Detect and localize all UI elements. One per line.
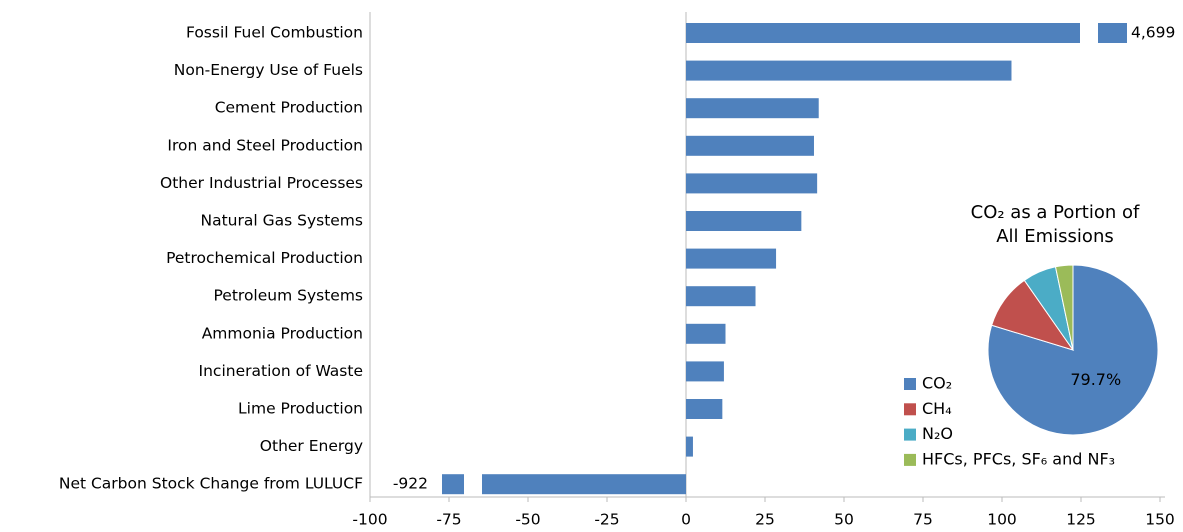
category-label: Cement Production [215,99,363,117]
bar [686,60,1012,81]
category-label: Ammonia Production [202,324,363,342]
bar-segment [686,399,723,419]
bar-segment [686,173,818,194]
bar-segment [686,323,726,344]
bar-segment [686,436,693,457]
x-tick-label: 100 [987,511,1017,529]
bar [686,286,756,307]
category-label: Petrochemical Production [166,249,363,267]
bar [686,23,1127,43]
category-label: Fossil Fuel Combustion [186,24,363,42]
bar [686,98,819,119]
category-label: Net Carbon Stock Change from LULUCF [59,475,363,493]
bar [686,211,802,231]
bar-segment [686,98,819,119]
value-label: 4,699 [1131,24,1175,42]
bar-segment [686,211,802,231]
x-tick-label: -100 [352,511,387,529]
legend-label: HFCs, PFCs, SF₆ and NF₃ [922,449,1115,468]
bar [686,436,693,457]
bar-segment [1098,23,1127,43]
bar-segment [686,60,1012,81]
bar [686,135,814,156]
x-tick-label: 0 [681,511,691,529]
bar-segment [686,286,756,307]
bar-segment [686,248,777,269]
bar [686,173,818,194]
bar-segment [442,474,464,495]
legend-label: CH₄ [922,399,952,418]
pie-title: CO₂ as a Portion of All Emissions [970,202,1140,247]
bar [686,323,726,344]
x-tick-label: -75 [436,511,461,529]
bar-segment [686,23,1080,43]
category-label: Petroleum Systems [214,287,364,305]
x-tick-label: 150 [1145,511,1175,529]
x-tick-label: -50 [515,511,540,529]
legend-label: CO₂ [922,374,952,393]
category-label: Natural Gas Systems [201,212,364,230]
category-label: Incineration of Waste [199,362,363,380]
bar [686,399,723,419]
x-tick-label: 50 [834,511,854,529]
category-label: Lime Production [238,400,363,418]
category-label: Other Industrial Processes [160,174,363,192]
legend-swatch [904,403,916,416]
value-label: 79.7% [1070,370,1121,389]
legend-swatch [904,378,916,390]
category-label: Non-Energy Use of Fuels [174,61,363,79]
bar-segment [482,474,686,495]
x-tick-label: 25 [755,511,775,529]
bar [686,361,724,382]
pie-slice [1054,264,1074,351]
x-tick-label: 125 [1066,511,1096,529]
value-label: -922 [393,475,428,493]
category-label: Iron and Steel Production [167,136,363,154]
legend-swatch [904,428,916,441]
bar-segment [686,361,724,382]
legend-swatch [904,453,916,466]
category-label: Other Energy [260,437,363,455]
bar-segment [686,135,814,156]
x-tick-label: -25 [594,511,619,529]
bar [442,474,686,495]
bar [686,248,777,269]
x-tick-label: 75 [913,511,933,529]
legend-label: N₂O [922,424,953,443]
